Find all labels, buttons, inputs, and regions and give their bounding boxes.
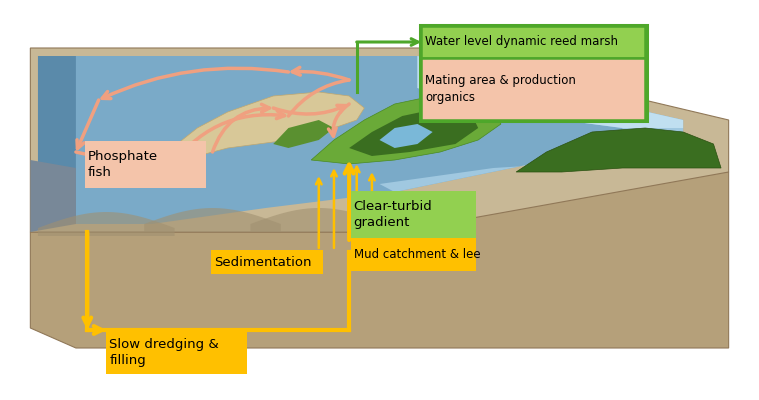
Text: Water level dynamic reed marsh: Water level dynamic reed marsh <box>425 36 618 48</box>
Polygon shape <box>144 208 281 232</box>
FancyBboxPatch shape <box>106 331 247 374</box>
Polygon shape <box>38 212 175 236</box>
Polygon shape <box>30 160 76 232</box>
Polygon shape <box>311 96 501 164</box>
FancyBboxPatch shape <box>351 191 476 238</box>
Polygon shape <box>273 120 334 148</box>
Polygon shape <box>380 124 433 148</box>
FancyBboxPatch shape <box>421 58 645 120</box>
Polygon shape <box>38 56 137 224</box>
Polygon shape <box>30 48 729 232</box>
Polygon shape <box>152 92 364 168</box>
Polygon shape <box>30 172 729 348</box>
Polygon shape <box>516 128 721 172</box>
Text: Mud catchment & lee: Mud catchment & lee <box>354 248 480 261</box>
Polygon shape <box>380 56 683 192</box>
Text: Phosphate
fish: Phosphate fish <box>88 150 158 179</box>
Polygon shape <box>417 56 683 128</box>
Text: Clear-turbid
gradient: Clear-turbid gradient <box>354 200 433 229</box>
Polygon shape <box>349 108 478 156</box>
Text: Sedimentation: Sedimentation <box>214 256 311 268</box>
Polygon shape <box>250 208 387 232</box>
Polygon shape <box>76 56 683 224</box>
FancyBboxPatch shape <box>85 141 206 188</box>
FancyBboxPatch shape <box>421 26 645 58</box>
Text: Mating area & production
organics: Mating area & production organics <box>425 74 576 104</box>
Text: Slow dredging &
filling: Slow dredging & filling <box>109 338 219 367</box>
FancyBboxPatch shape <box>211 250 323 274</box>
FancyBboxPatch shape <box>351 238 476 271</box>
